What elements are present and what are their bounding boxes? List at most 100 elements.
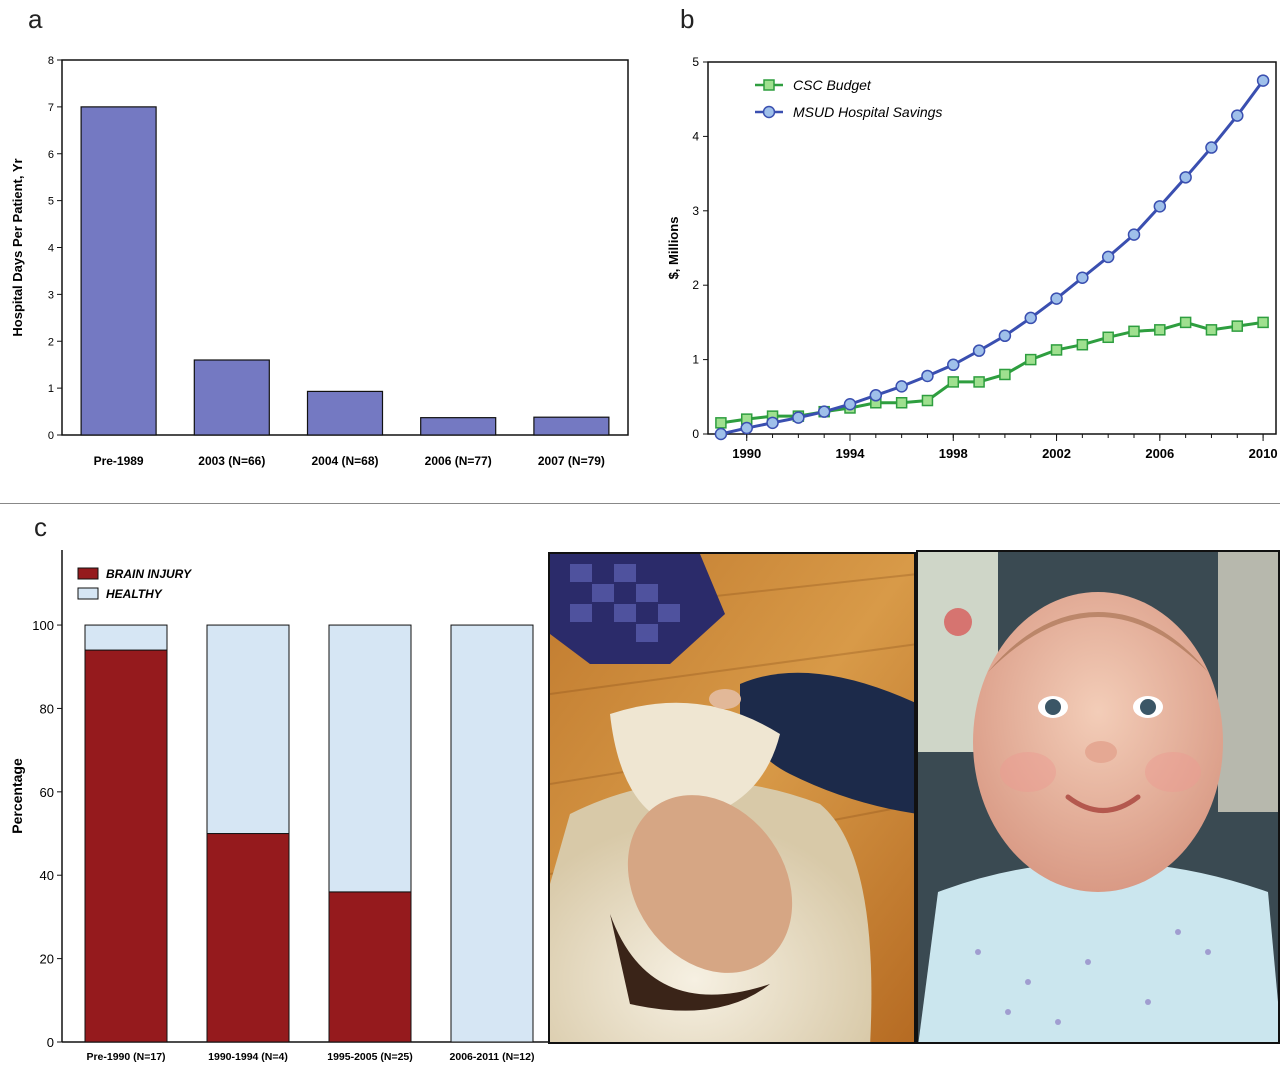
chart-a-bar: [193, 359, 270, 436]
chart-b-point: [1179, 171, 1192, 184]
chart-a-xtick-label: 2006 (N=77): [425, 454, 492, 468]
chart-b-legend-swatch: [763, 79, 775, 91]
chart-c-xtick-label: 2006-2011 (N=12): [450, 1051, 535, 1063]
chart-b-point: [715, 417, 727, 429]
chart-b-point: [1102, 331, 1114, 344]
chart-c-ytick-label: 20: [40, 952, 54, 967]
chart-b-series-line: [720, 320, 1264, 425]
chart-b-point: [947, 358, 960, 372]
chart-c-ytick-label: 100: [32, 618, 54, 633]
chart-b-xtick-label: 2006: [1145, 446, 1174, 461]
chart-a-bar: [306, 390, 384, 436]
chart-c-bar-segment: [450, 624, 534, 1043]
chart-b-point: [1153, 200, 1167, 213]
chart-c-brain-injury: 0 20 40 60 80 100 Pre-1990 (N=17) 1990-1994 (N=…: [9, 550, 548, 1063]
chart-b-point: [973, 376, 985, 388]
chart-b-point: [1231, 320, 1244, 332]
chart-b-xtick-label: 1994: [836, 446, 866, 461]
photo-healthy-child: [916, 550, 1280, 1044]
chart-c-bar-segment: [84, 624, 168, 651]
chart-a-ytick-label: 7: [48, 102, 54, 114]
chart-b-point: [714, 427, 728, 441]
chart-b-xtick-label: 2002: [1042, 446, 1071, 461]
chart-b-point: [1231, 109, 1244, 122]
chart-b-plot-frame: [707, 61, 1277, 435]
chart-b-point: [947, 376, 960, 388]
chart-b-point: [999, 368, 1011, 381]
chart-b-point: [817, 405, 831, 418]
chart-c-legend-swatch: [77, 567, 99, 580]
chart-c-bar-segment: [206, 624, 290, 835]
chart-b-ytick-label: 5: [692, 55, 699, 69]
chart-b-point: [895, 397, 908, 409]
section-divider: [0, 503, 1280, 504]
chart-a-xtick-label: 2003 (N=66): [198, 454, 265, 468]
chart-b-cost-savings: 0 1 2 3 4 5 1990 1994 1998 2002 2006 2010 CSC Budget…: [666, 55, 1278, 461]
chart-a-ytick-label: 8: [48, 55, 54, 67]
chart-b-series-line: [720, 79, 1265, 436]
chart-b-point: [1101, 250, 1115, 264]
chart-a-ytick-label: 1: [48, 383, 54, 395]
panel-label-c: c: [34, 512, 47, 542]
chart-b-point: [998, 329, 1012, 343]
photo-healthy-child-image: [918, 552, 1278, 1042]
chart-b-point: [1257, 316, 1269, 329]
chart-b-ytick-label: 2: [692, 278, 699, 292]
chart-b-xtick-label: 1990: [732, 446, 761, 461]
chart-b-point: [1050, 292, 1063, 305]
chart-a-bar: [80, 106, 157, 436]
chart-b-point: [792, 411, 805, 424]
chart-b-point: [921, 394, 934, 407]
chart-b-point: [1024, 311, 1037, 325]
chart-c-bar-segment: [328, 891, 412, 1043]
chart-c-bar-segment: [84, 649, 168, 1043]
chart-c-legend-swatch: [77, 587, 99, 600]
chart-c-ytick-label: 60: [40, 785, 54, 800]
chart-b-point: [1154, 324, 1166, 336]
chart-b-ytick-label: 0: [692, 427, 699, 441]
chart-b-point: [1050, 344, 1063, 356]
chart-a-bar: [533, 416, 610, 436]
chart-b-point: [740, 421, 753, 435]
chart-c-legend-label: BRAIN INJURY: [106, 567, 192, 581]
chart-a-ytick-label: 6: [48, 149, 54, 161]
photo-injured-child-image: [550, 554, 914, 1042]
chart-b-point: [1024, 353, 1037, 366]
chart-a-bar: [420, 417, 497, 436]
chart-b-point: [895, 380, 908, 393]
chart-b-point: [1076, 271, 1089, 285]
chart-c-bar-segment: [328, 624, 412, 893]
chart-b-point: [1076, 338, 1089, 351]
chart-a-xtick-label: 2004 (N=68): [311, 454, 378, 468]
photo-injured-child: [548, 552, 916, 1044]
chart-b-point: [972, 344, 986, 357]
chart-b-ytick-label: 3: [692, 204, 699, 218]
chart-a-ylabel: Hospital Days Per Patient, Yr: [10, 158, 25, 336]
chart-a-ytick-label: 2: [48, 336, 54, 348]
chart-c-xtick-label: 1990-1994 (N=4): [208, 1051, 288, 1063]
chart-a-hospital-days: 0 1 2 3 4 5 6 7 8 Pre-1989 2003 (N=66) 2004 (N=68) 2…: [10, 55, 629, 468]
chart-b-ylabel: $, Millions: [666, 217, 681, 280]
chart-b-point: [1205, 324, 1218, 336]
chart-a-xtick-label: 2007 (N=79): [538, 454, 605, 468]
chart-b-legend-swatch: [762, 105, 776, 119]
chart-b-point: [1256, 74, 1270, 87]
chart-c-ytick-label: 80: [40, 701, 54, 716]
chart-b-legend-label: CSC Budget: [793, 77, 872, 93]
chart-c-ylabel: Percentage: [9, 758, 25, 834]
chart-b-xtick-label: 1998: [939, 446, 968, 461]
chart-a-ytick-label: 4: [48, 243, 54, 255]
chart-b-point: [1127, 228, 1141, 241]
chart-b-point: [843, 397, 857, 411]
chart-c-xtick-label: 1995-2005 (N=25): [327, 1051, 413, 1063]
chart-b-point: [869, 389, 883, 402]
chart-c-ytick-label: 40: [40, 868, 54, 883]
panel-label-b: b: [680, 4, 695, 34]
chart-c-ytick-label: 0: [47, 1035, 54, 1050]
chart-b-ytick-label: 1: [692, 353, 699, 367]
chart-a-ytick-label: 0: [48, 430, 54, 442]
chart-c-bar-segment: [206, 833, 290, 1043]
chart-b-point: [1179, 316, 1192, 329]
chart-c-legend-label: HEALTHY: [106, 587, 163, 601]
panel-label-a: a: [28, 4, 43, 34]
